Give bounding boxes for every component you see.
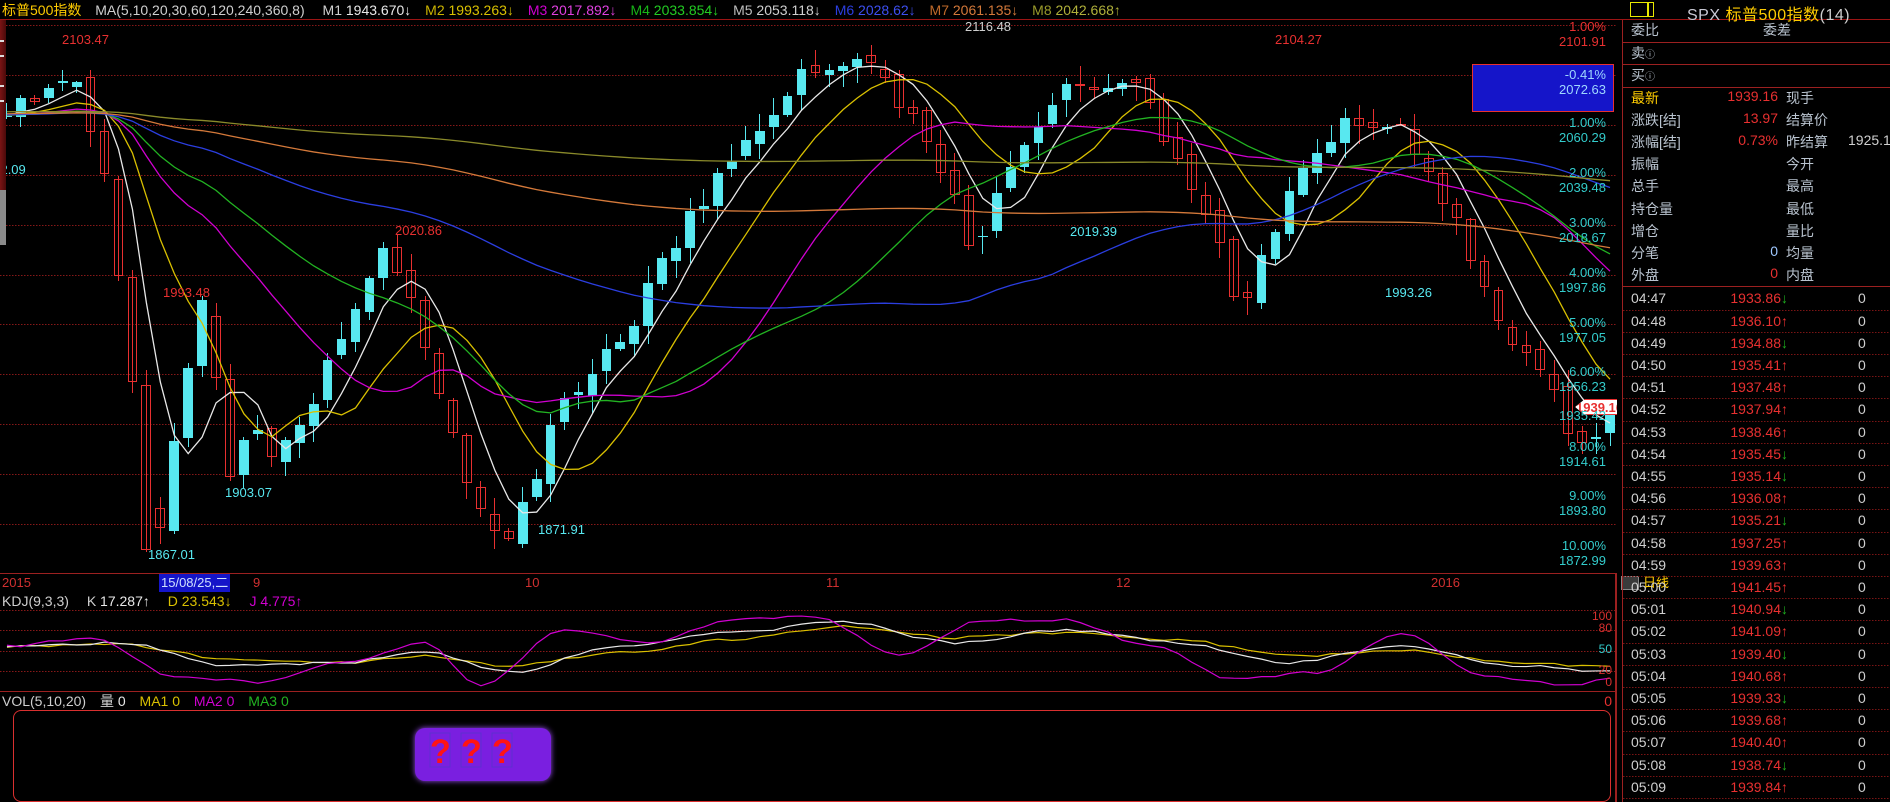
svg-text:?: ? [430,733,451,771]
svg-text:?: ? [461,733,482,771]
svg-text:?: ? [492,733,513,771]
